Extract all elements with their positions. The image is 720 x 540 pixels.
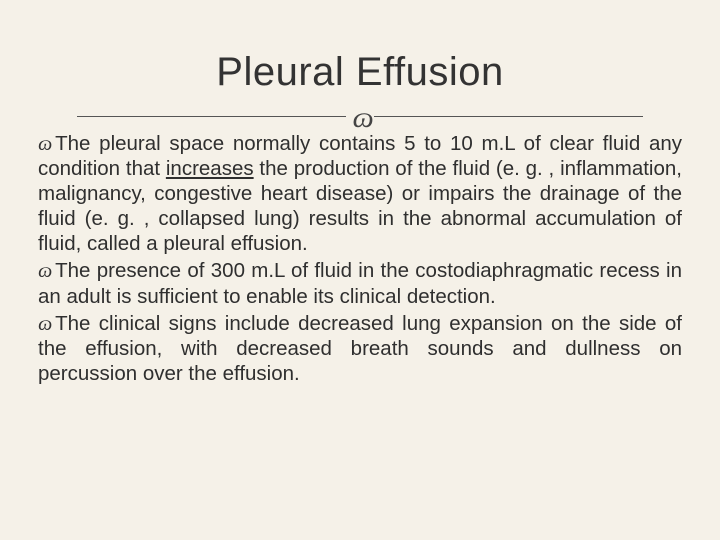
bullet-icon: ɷ [38, 260, 47, 282]
slide-body: ɷThe pleural space normally contains 5 t… [38, 131, 682, 386]
bullet-icon: ɷ [38, 313, 47, 335]
paragraph-3: ɷThe clinical signs include decreased lu… [38, 311, 682, 386]
para-3-text: The clinical signs include decreased lun… [38, 312, 682, 385]
divider-line-left [77, 116, 347, 117]
divider-line-right [374, 116, 644, 117]
para-1-underlined: increases [166, 157, 254, 180]
paragraph-1: ɷThe pleural space normally contains 5 t… [38, 131, 682, 256]
bullet-icon: ɷ [38, 133, 47, 155]
slide-title: Pleural Effusion [38, 50, 682, 95]
para-2-text: The presence of 300 m.L of fluid in the … [38, 259, 682, 307]
title-divider: ɷ [77, 107, 644, 125]
divider-ornament-icon: ɷ [346, 109, 373, 127]
paragraph-2: ɷThe presence of 300 m.L of fluid in the… [38, 258, 682, 308]
